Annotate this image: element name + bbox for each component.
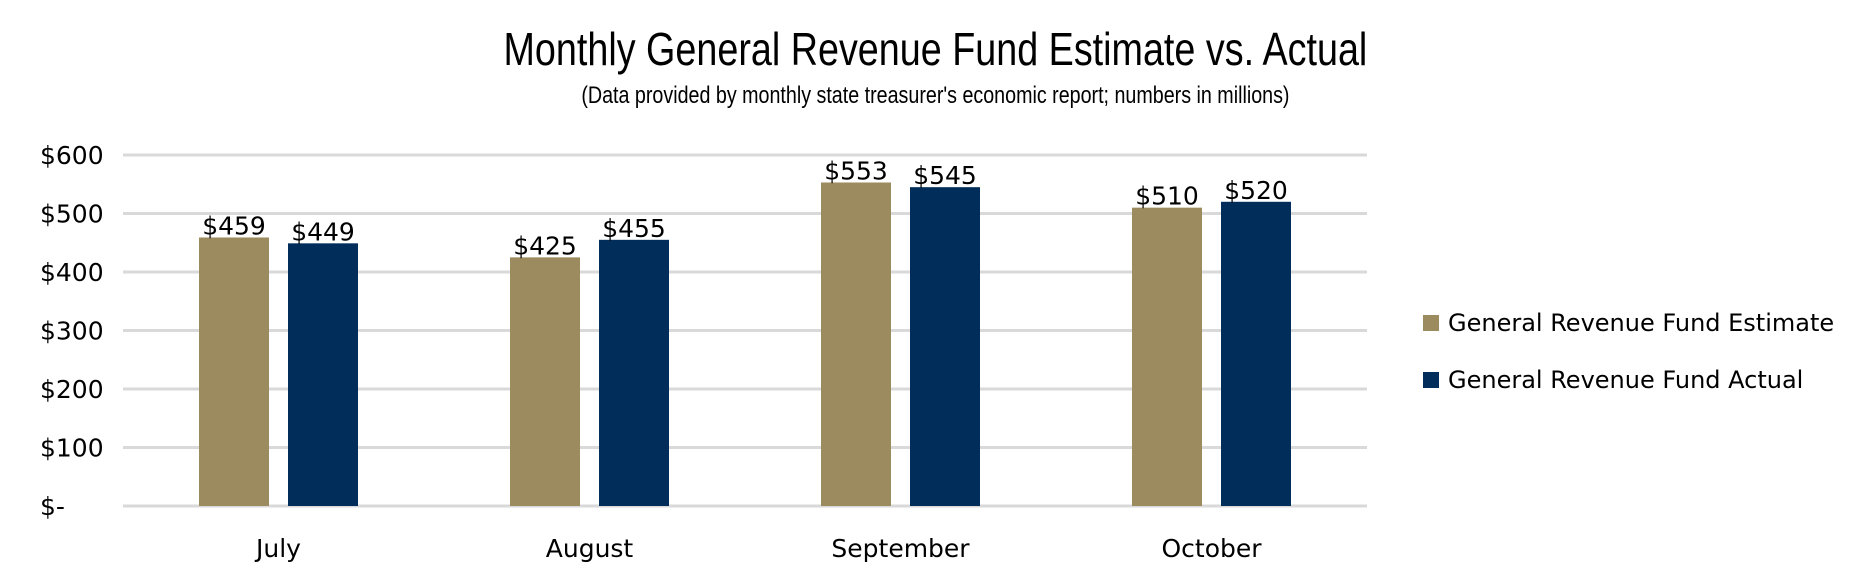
bar-estimate — [821, 182, 891, 506]
data-label: $425 — [513, 231, 577, 260]
y-tick-label: $400 — [40, 258, 104, 287]
data-label: $520 — [1224, 176, 1288, 205]
data-label: $545 — [913, 161, 977, 190]
x-tick-label: August — [546, 534, 634, 563]
y-tick-label: $300 — [40, 317, 104, 346]
bar-actual — [288, 243, 358, 506]
data-label: $553 — [824, 156, 888, 185]
legend-label-estimate: General Revenue Fund Estimate — [1448, 309, 1835, 337]
y-tick-label: $600 — [40, 141, 104, 170]
data-label: $455 — [602, 214, 666, 243]
x-tick-label: July — [254, 534, 301, 563]
data-label: $459 — [202, 211, 266, 240]
x-tick-label: September — [831, 534, 970, 563]
bar-estimate — [199, 237, 269, 507]
legend-label-actual: General Revenue Fund Actual — [1448, 366, 1804, 394]
chart-title: Monthly General Revenue Fund Estimate vs… — [503, 23, 1368, 75]
bar-actual — [599, 239, 669, 506]
y-tick-label: $500 — [40, 200, 104, 229]
legend-item-actual: General Revenue Fund Actual — [1423, 366, 1803, 394]
y-tick-label: $- — [40, 492, 65, 521]
x-tick-label: October — [1161, 534, 1262, 563]
bar-estimate — [1132, 207, 1202, 506]
chart-subtitle: (Data provided by monthly state treasure… — [581, 82, 1290, 109]
bar-actual — [1221, 201, 1291, 507]
legend-swatch-actual — [1423, 372, 1439, 388]
bar-actual — [910, 187, 980, 507]
y-tick-label: $200 — [40, 375, 104, 404]
data-label: $449 — [291, 217, 355, 246]
data-label: $510 — [1135, 182, 1199, 211]
legend-item-estimate: General Revenue Fund Estimate — [1423, 309, 1834, 337]
legend-swatch-estimate — [1423, 315, 1439, 331]
bar-estimate — [510, 257, 580, 506]
y-tick-label: $100 — [40, 434, 104, 463]
